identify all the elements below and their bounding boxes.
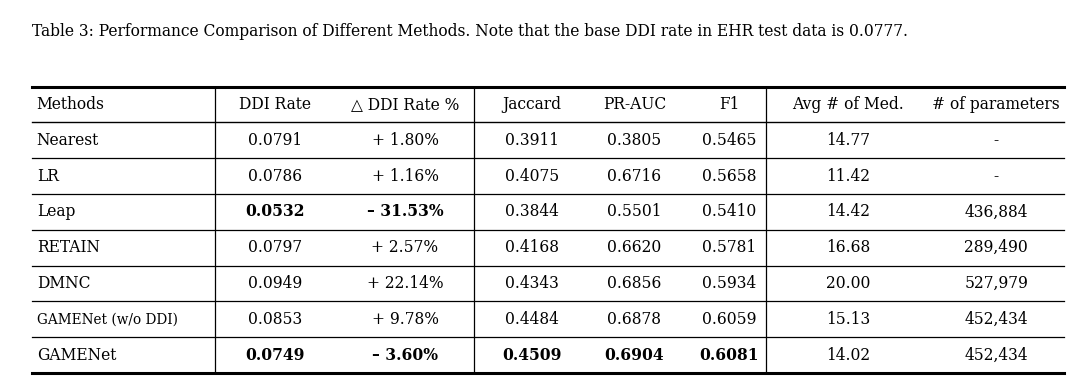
Text: 15.13: 15.13 bbox=[826, 311, 869, 328]
Text: 0.0786: 0.0786 bbox=[248, 167, 302, 185]
Text: 14.42: 14.42 bbox=[826, 203, 869, 221]
Text: # of parameters: # of parameters bbox=[932, 96, 1061, 113]
Text: Avg # of Med.: Avg # of Med. bbox=[792, 96, 904, 113]
Text: 0.6856: 0.6856 bbox=[607, 275, 662, 292]
Text: 0.3844: 0.3844 bbox=[505, 203, 558, 221]
Text: 0.6059: 0.6059 bbox=[702, 311, 756, 328]
Text: 16.68: 16.68 bbox=[826, 239, 869, 256]
Text: 0.0797: 0.0797 bbox=[248, 239, 302, 256]
Text: – 31.53%: – 31.53% bbox=[367, 203, 443, 221]
Text: 11.42: 11.42 bbox=[826, 167, 869, 185]
Text: DDI Rate: DDI Rate bbox=[240, 96, 311, 113]
Text: 0.0949: 0.0949 bbox=[248, 275, 302, 292]
Text: 0.4484: 0.4484 bbox=[505, 311, 558, 328]
Text: 14.77: 14.77 bbox=[826, 132, 869, 149]
Text: 0.5410: 0.5410 bbox=[702, 203, 756, 221]
Text: △ DDI Rate %: △ DDI Rate % bbox=[351, 96, 459, 113]
Text: DMNC: DMNC bbox=[37, 275, 91, 292]
Text: 0.4509: 0.4509 bbox=[502, 346, 562, 364]
Text: + 1.16%: + 1.16% bbox=[372, 167, 438, 185]
Text: 289,490: 289,490 bbox=[964, 239, 1028, 256]
Text: 452,434: 452,434 bbox=[964, 311, 1028, 328]
Text: Nearest: Nearest bbox=[37, 132, 99, 149]
Text: 0.4168: 0.4168 bbox=[504, 239, 559, 256]
Text: + 1.80%: + 1.80% bbox=[372, 132, 438, 149]
Text: PR-AUC: PR-AUC bbox=[603, 96, 666, 113]
Text: RETAIN: RETAIN bbox=[37, 239, 99, 256]
Text: Jaccard: Jaccard bbox=[502, 96, 562, 113]
Text: 0.5781: 0.5781 bbox=[702, 239, 756, 256]
Text: 14.02: 14.02 bbox=[826, 346, 869, 364]
Text: 0.3911: 0.3911 bbox=[504, 132, 559, 149]
Text: F1: F1 bbox=[719, 96, 739, 113]
Text: – 3.60%: – 3.60% bbox=[372, 346, 438, 364]
Text: 0.0532: 0.0532 bbox=[245, 203, 306, 221]
Text: 0.0853: 0.0853 bbox=[248, 311, 302, 328]
Text: 0.6716: 0.6716 bbox=[607, 167, 662, 185]
Text: 0.3805: 0.3805 bbox=[607, 132, 662, 149]
Text: 0.6620: 0.6620 bbox=[607, 239, 662, 256]
Text: -: - bbox=[994, 132, 999, 149]
Text: 0.6878: 0.6878 bbox=[607, 311, 661, 328]
Text: 0.0791: 0.0791 bbox=[248, 132, 302, 149]
Text: 0.6081: 0.6081 bbox=[699, 346, 759, 364]
Text: -: - bbox=[994, 167, 999, 185]
Text: 0.5501: 0.5501 bbox=[607, 203, 662, 221]
Text: 436,884: 436,884 bbox=[964, 203, 1028, 221]
Text: 0.5934: 0.5934 bbox=[702, 275, 756, 292]
Text: + 2.57%: + 2.57% bbox=[372, 239, 438, 256]
Text: GAMENet (w/o DDI): GAMENet (w/o DDI) bbox=[37, 312, 178, 326]
Text: 0.4075: 0.4075 bbox=[504, 167, 559, 185]
Text: 0.6904: 0.6904 bbox=[605, 346, 664, 364]
Text: 452,434: 452,434 bbox=[964, 346, 1028, 364]
Text: 0.5658: 0.5658 bbox=[702, 167, 756, 185]
Text: 527,979: 527,979 bbox=[964, 275, 1028, 292]
Text: 0.0749: 0.0749 bbox=[245, 346, 306, 364]
Text: Table 3: Performance Comparison of Different Methods. Note that the base DDI rat: Table 3: Performance Comparison of Diffe… bbox=[32, 23, 908, 40]
Text: + 9.78%: + 9.78% bbox=[372, 311, 438, 328]
Text: 0.5465: 0.5465 bbox=[702, 132, 756, 149]
Text: 0.4343: 0.4343 bbox=[505, 275, 558, 292]
Text: Leap: Leap bbox=[37, 203, 76, 221]
Text: + 22.14%: + 22.14% bbox=[367, 275, 443, 292]
Text: LR: LR bbox=[37, 167, 58, 185]
Text: 20.00: 20.00 bbox=[825, 275, 870, 292]
Text: GAMENet: GAMENet bbox=[37, 346, 116, 364]
Text: Methods: Methods bbox=[37, 96, 105, 113]
